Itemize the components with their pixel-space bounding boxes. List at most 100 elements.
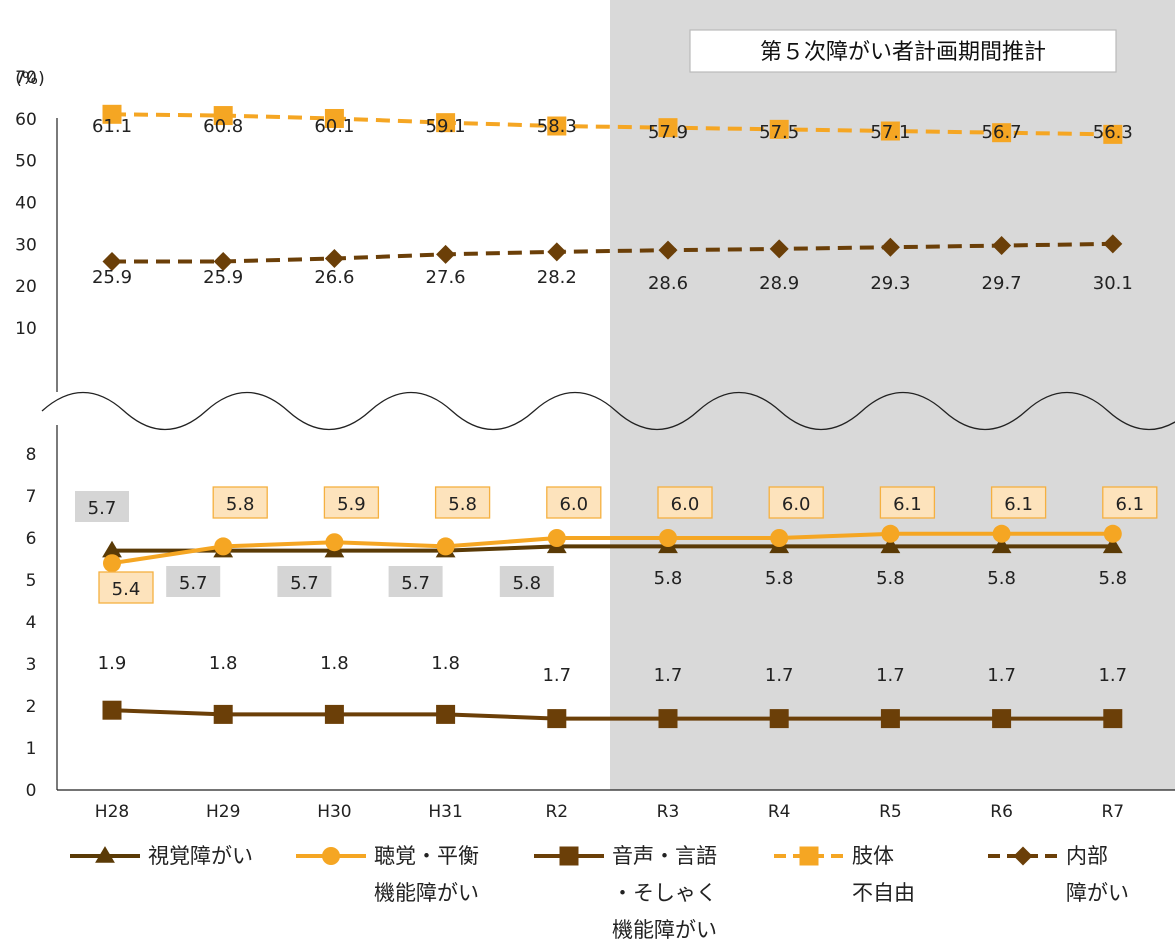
x-tick-R4: R4 xyxy=(768,802,791,822)
data-label-4-0: 25.9 xyxy=(92,267,132,288)
data-label-box-1-6 xyxy=(768,486,824,519)
data-label-2-8: 1.7 xyxy=(987,665,1016,686)
data-label-1-6: 6.0 xyxy=(782,494,811,515)
x-ticks: H28 H29 H30 H31 R2 R3 R4 R5 R6 R7 xyxy=(95,802,1124,822)
data-label-box-1-9 xyxy=(1102,486,1158,519)
series-3-point-7 xyxy=(880,121,900,141)
data-label-0-2: 5.7 xyxy=(290,573,319,594)
legend-label-4-0: 内部 xyxy=(1066,844,1108,868)
legend-label-4-1: 障がい xyxy=(1066,881,1129,905)
legend-marker-4 xyxy=(1013,846,1033,866)
data-label-4-8: 29.7 xyxy=(982,273,1022,294)
data-label-0-0: 5.7 xyxy=(88,498,117,519)
series-1-point-5 xyxy=(659,529,677,547)
series-2-point-8 xyxy=(992,709,1012,729)
series-3-point-8 xyxy=(992,123,1012,143)
series-layer xyxy=(102,104,1123,729)
data-label-3-3: 59.1 xyxy=(426,116,466,137)
data-label-2-1: 1.8 xyxy=(209,653,238,674)
legend-label-3-1: 不自由 xyxy=(852,881,915,905)
series-0-point-9 xyxy=(1102,536,1123,554)
data-label-0-7: 5.8 xyxy=(876,568,905,589)
y-tick-upper-30: 30 xyxy=(15,235,37,255)
x-tick-R2: R2 xyxy=(545,802,568,822)
data-label-2-4: 1.7 xyxy=(542,665,571,686)
series-2-point-7 xyxy=(880,709,900,729)
series-2-point-5 xyxy=(658,709,678,729)
data-label-4-5: 28.6 xyxy=(648,273,688,294)
axis-break-wave xyxy=(41,392,1175,430)
legend-label-2-2: 機能障がい xyxy=(612,918,717,942)
data-label-0-8: 5.8 xyxy=(987,568,1016,589)
y-tick-upper-60: 60 xyxy=(15,110,37,130)
data-label-1-8: 6.1 xyxy=(1004,494,1033,515)
data-label-4-3: 27.6 xyxy=(426,267,466,288)
series-4-point-3 xyxy=(436,244,456,264)
series-0-point-7 xyxy=(880,536,901,554)
data-label-1-7: 6.1 xyxy=(893,494,922,515)
series-1-point-3 xyxy=(436,537,455,556)
legend-label-1-1: 機能障がい xyxy=(374,881,479,905)
series-line-0 xyxy=(112,544,1113,553)
y-tick-lower-7: 7 xyxy=(26,487,37,507)
series-line-2 xyxy=(111,708,1113,721)
data-label-3-4: 58.3 xyxy=(537,116,577,137)
data-label-1-3: 5.8 xyxy=(448,494,477,515)
series-line-4 xyxy=(112,241,1113,264)
data-label-1-5: 6.0 xyxy=(671,494,700,515)
data-label-2-5: 1.7 xyxy=(654,665,683,686)
data-label-box-1-2 xyxy=(323,486,380,519)
data-label-box-1-1 xyxy=(212,486,268,519)
y-tick-lower-3: 3 xyxy=(26,655,37,675)
data-label-box-0-0 xyxy=(75,491,129,522)
y-tick-upper-50: 50 xyxy=(15,152,37,172)
data-label-1-9: 6.1 xyxy=(1115,494,1144,515)
series-2-point-2 xyxy=(324,704,344,724)
x-tick-H31: H31 xyxy=(428,802,462,822)
data-label-3-6: 57.5 xyxy=(759,122,799,143)
data-label-box-0-1 xyxy=(166,566,221,597)
data-label-3-0: 61.1 xyxy=(92,116,132,137)
projection-label-box xyxy=(689,29,1117,73)
data-label-box-0-3 xyxy=(388,566,443,597)
x-tick-H30: H30 xyxy=(317,802,351,822)
data-label-0-9: 5.8 xyxy=(1098,568,1127,589)
legend-label-2-1: ・そしゃく xyxy=(612,881,717,905)
series-2-point-3 xyxy=(436,704,456,724)
y-tick-upper-20: 20 xyxy=(15,277,37,297)
data-label-3-7: 57.1 xyxy=(870,122,910,143)
data-label-4-9: 30.1 xyxy=(1093,273,1133,294)
series-1-point-0 xyxy=(103,554,121,573)
y-tick-lower-0: 0 xyxy=(26,781,37,801)
series-2-point-1 xyxy=(213,704,233,724)
y-tick-lower-1: 1 xyxy=(26,739,37,759)
series-3-point-5 xyxy=(658,118,678,138)
data-label-3-8: 56.7 xyxy=(982,122,1022,143)
data-label-box-0-2 xyxy=(277,566,332,597)
series-4-point-9 xyxy=(1103,234,1123,254)
data-label-2-6: 1.7 xyxy=(765,665,794,686)
legend-label-3-0: 肢体 xyxy=(852,844,894,868)
y-tick-lower-5: 5 xyxy=(26,571,37,591)
projection-label: 第５次障がい者計画期間推計 xyxy=(760,40,1046,65)
data-label-box-1-4 xyxy=(546,486,602,519)
data-label-4-6: 28.9 xyxy=(759,273,799,294)
series-4-point-2 xyxy=(324,249,344,269)
data-label-0-3: 5.7 xyxy=(401,573,430,594)
series-2-point-9 xyxy=(1103,709,1123,729)
data-label-2-9: 1.7 xyxy=(1098,665,1127,686)
series-4-point-7 xyxy=(880,237,900,257)
series-line-3 xyxy=(111,112,1113,137)
y-tick-upper-40: 40 xyxy=(15,194,37,214)
x-tick-R7: R7 xyxy=(1101,802,1124,822)
data-label-0-4: 5.8 xyxy=(512,573,541,594)
data-label-4-7: 29.3 xyxy=(870,273,910,294)
series-4-point-6 xyxy=(769,239,789,259)
data-label-3-1: 60.8 xyxy=(203,116,243,137)
series-3-point-3 xyxy=(436,113,456,133)
data-label-box-1-0 xyxy=(98,571,154,604)
x-tick-R3: R3 xyxy=(657,802,680,822)
